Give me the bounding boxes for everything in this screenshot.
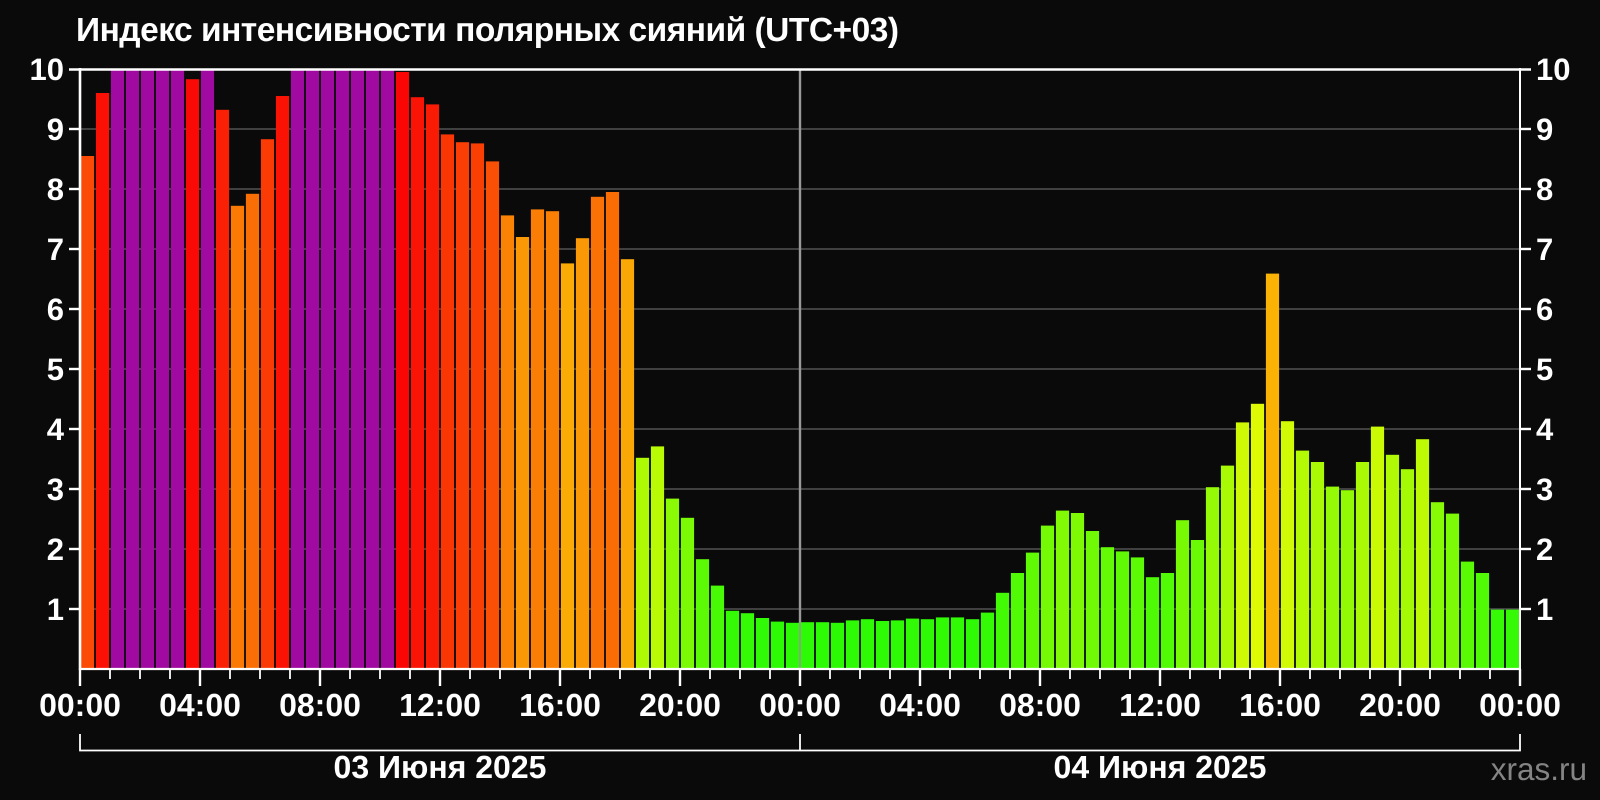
svg-text:08:00: 08:00: [279, 687, 361, 723]
svg-text:5: 5: [47, 352, 64, 387]
svg-text:2: 2: [1536, 532, 1553, 567]
svg-text:7: 7: [1536, 232, 1553, 267]
svg-text:9: 9: [47, 112, 64, 147]
svg-text:9: 9: [1536, 112, 1553, 147]
svg-text:00:00: 00:00: [759, 687, 841, 723]
svg-text:08:00: 08:00: [999, 687, 1081, 723]
svg-text:5: 5: [1536, 352, 1553, 387]
svg-text:3: 3: [47, 472, 64, 507]
svg-text:2: 2: [47, 532, 64, 567]
svg-text:16:00: 16:00: [1239, 687, 1321, 723]
svg-text:20:00: 20:00: [1359, 687, 1441, 723]
svg-text:16:00: 16:00: [519, 687, 601, 723]
svg-text:12:00: 12:00: [399, 687, 481, 723]
svg-text:04:00: 04:00: [159, 687, 241, 723]
svg-text:10: 10: [30, 52, 64, 87]
svg-text:7: 7: [47, 232, 64, 267]
svg-text:03 Июня 2025: 03 Июня 2025: [334, 749, 547, 785]
svg-text:1: 1: [1536, 592, 1553, 627]
svg-text:3: 3: [1536, 472, 1553, 507]
svg-text:xras.ru: xras.ru: [1491, 751, 1587, 787]
svg-text:1: 1: [47, 592, 64, 627]
svg-text:4: 4: [1536, 412, 1554, 447]
svg-text:12:00: 12:00: [1119, 687, 1201, 723]
svg-text:04:00: 04:00: [879, 687, 961, 723]
svg-text:20:00: 20:00: [639, 687, 721, 723]
svg-text:8: 8: [47, 172, 64, 207]
svg-text:04 Июня 2025: 04 Июня 2025: [1054, 749, 1267, 785]
svg-text:00:00: 00:00: [39, 687, 121, 723]
svg-text:8: 8: [1536, 172, 1553, 207]
svg-text:6: 6: [47, 292, 64, 327]
svg-text:4: 4: [47, 412, 65, 447]
svg-text:Индекс интенсивности полярных: Индекс интенсивности полярных сияний (UT…: [76, 12, 899, 49]
svg-text:6: 6: [1536, 292, 1553, 327]
svg-text:00:00: 00:00: [1479, 687, 1561, 723]
svg-text:10: 10: [1536, 52, 1570, 87]
